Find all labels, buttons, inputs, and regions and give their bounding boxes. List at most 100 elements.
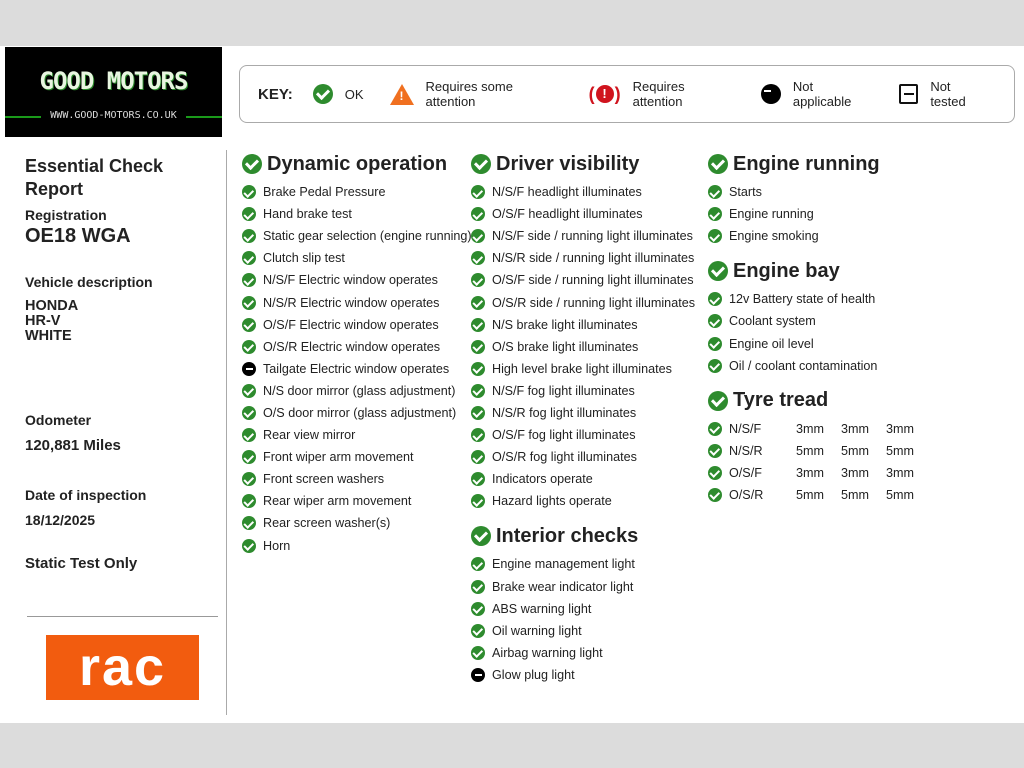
check-circle-icon [471, 494, 485, 509]
check-item: Oil warning light [471, 620, 695, 642]
check-item: High level brake light illuminates [471, 358, 695, 380]
check-label: Starts [729, 185, 762, 200]
check-item: Horn [242, 535, 472, 557]
key-label: KEY: [258, 85, 293, 103]
date-label: Date of inspection [25, 487, 147, 503]
check-circle-icon [242, 405, 256, 420]
registration-label: Registration [25, 207, 107, 223]
warning-triangle-icon: ! [389, 83, 414, 105]
check-circle-icon [471, 229, 485, 244]
check-label: N/S/R fog light illuminates [492, 405, 637, 420]
check-label: N/S door mirror (glass adjustment) [263, 383, 456, 398]
check-label: High level brake light illuminates [492, 361, 672, 376]
check-circle-icon [471, 405, 485, 420]
check-circle-icon [471, 273, 485, 288]
check-label: N/S brake light illuminates [492, 317, 638, 332]
check-item: Oil / coolant contamination [708, 355, 931, 377]
check-label: O/S/F side / running light illuminates [492, 273, 694, 288]
section-heading: Tyre tread [708, 389, 931, 413]
check-item: Front wiper arm movement [242, 446, 472, 468]
check-circle-icon [708, 358, 722, 373]
check-circle-icon [708, 314, 722, 329]
check-item: N/S/R 5mm 5mm 5mm [708, 440, 931, 462]
check-item: 12v Battery state of health [708, 288, 931, 310]
check-label: N/S/F [729, 421, 762, 436]
check-label: Engine management light [492, 557, 635, 572]
tread-depth: 3mm [886, 421, 914, 436]
check-label: O/S door mirror (glass adjustment) [263, 405, 457, 420]
check-label: O/S/R side / running light illuminates [492, 295, 695, 310]
check-circle-icon [708, 421, 722, 436]
check-item: Tailgate Electric window operates [242, 358, 472, 380]
check-item: O/S/F headlight illuminates [471, 203, 695, 225]
check-circle-icon [471, 207, 485, 222]
check-item: Hand brake test [242, 203, 472, 225]
check-circle-icon [242, 516, 256, 531]
check-circle-icon [471, 428, 485, 443]
section-engine-running: Engine running Starts Engine running Engine… [708, 152, 931, 247]
key-item-not-tested: Not tested [898, 79, 988, 109]
check-circle-icon [708, 465, 722, 480]
check-circle-icon [471, 154, 491, 174]
check-item: N/S door mirror (glass adjustment) [242, 380, 472, 402]
check-item: N/S/F Electric window operates [242, 269, 472, 291]
check-circle-icon [471, 579, 485, 594]
check-label: Brake Pedal Pressure [263, 185, 386, 200]
check-circle-icon [471, 295, 485, 310]
check-label: Brake wear indicator light [492, 579, 634, 594]
check-item: N/S/R side / running light illuminates [471, 247, 695, 269]
check-item: O/S/F fog light illuminates [471, 424, 695, 446]
section-engine-bay: Engine bay 12v Battery state of health Coo… [708, 259, 931, 376]
key-text: Requires attention [632, 79, 685, 109]
check-circle-icon [242, 317, 256, 332]
check-label: N/S/F side / running light illuminates [492, 229, 693, 244]
check-label: N/S/F Electric window operates [263, 273, 438, 288]
check-label: N/S/R [729, 443, 763, 458]
check-circle-icon [242, 538, 256, 553]
check-label: O/S/F headlight illuminates [492, 207, 643, 222]
check-circle-icon [471, 557, 485, 572]
divider [27, 616, 218, 617]
check-label: Front screen washers [263, 472, 385, 487]
key-text: Not tested [930, 79, 966, 109]
section-heading: Engine running [708, 152, 931, 176]
check-circle-icon [708, 443, 722, 458]
check-label: Front wiper arm movement [263, 450, 414, 465]
check-label: Engine running [729, 207, 814, 222]
check-label: Rear screen washer(s) [263, 516, 391, 531]
check-circle-icon [708, 292, 722, 307]
check-label: O/S/F [729, 465, 762, 480]
check-label: Tailgate Electric window operates [263, 361, 450, 376]
check-circle-icon [242, 428, 256, 443]
check-circle-icon [471, 339, 485, 354]
check-circle-icon [471, 645, 485, 660]
check-label: N/S/R Electric window operates [263, 295, 440, 310]
check-circle-icon [471, 185, 485, 200]
good-motors-logo: GOOD MOTORS WWW.GOOD-MOTORS.CO.UK [5, 47, 222, 137]
section-tyre-tread: Tyre tread N/S/F 3mm 3mm 3mm N/S/R 5mm 5mm 5mm O/… [708, 389, 931, 506]
vehicle-colour: WHITE [25, 328, 72, 344]
check-circle-icon [471, 526, 491, 547]
section-title: Driver visibility [496, 152, 640, 175]
check-item: Front screen washers [242, 468, 472, 490]
report-page [0, 46, 1024, 723]
check-circle-icon [312, 84, 333, 104]
check-circle-icon [708, 185, 722, 200]
check-label: Oil warning light [492, 623, 582, 638]
test-type: Static Test Only [25, 555, 138, 572]
check-circle-icon [242, 295, 256, 310]
check-circle-icon [242, 494, 256, 509]
odometer-label: Odometer [25, 412, 92, 428]
check-circle-icon [242, 339, 256, 354]
check-circle-icon [471, 623, 485, 638]
check-item: Brake wear indicator light [471, 576, 695, 598]
vehicle-summary: Essential Check Report Registration OE18… [25, 155, 220, 572]
vehicle-model: HR-V [25, 313, 61, 329]
check-circle-icon [708, 261, 728, 282]
check-item: Glow plug light [471, 664, 695, 686]
check-item: O/S/R Electric window operates [242, 336, 472, 358]
check-circle-icon [471, 251, 485, 266]
report-title: Essential Check Report [25, 156, 164, 199]
minus-circle-icon [760, 84, 781, 104]
check-circle-icon [708, 154, 728, 174]
